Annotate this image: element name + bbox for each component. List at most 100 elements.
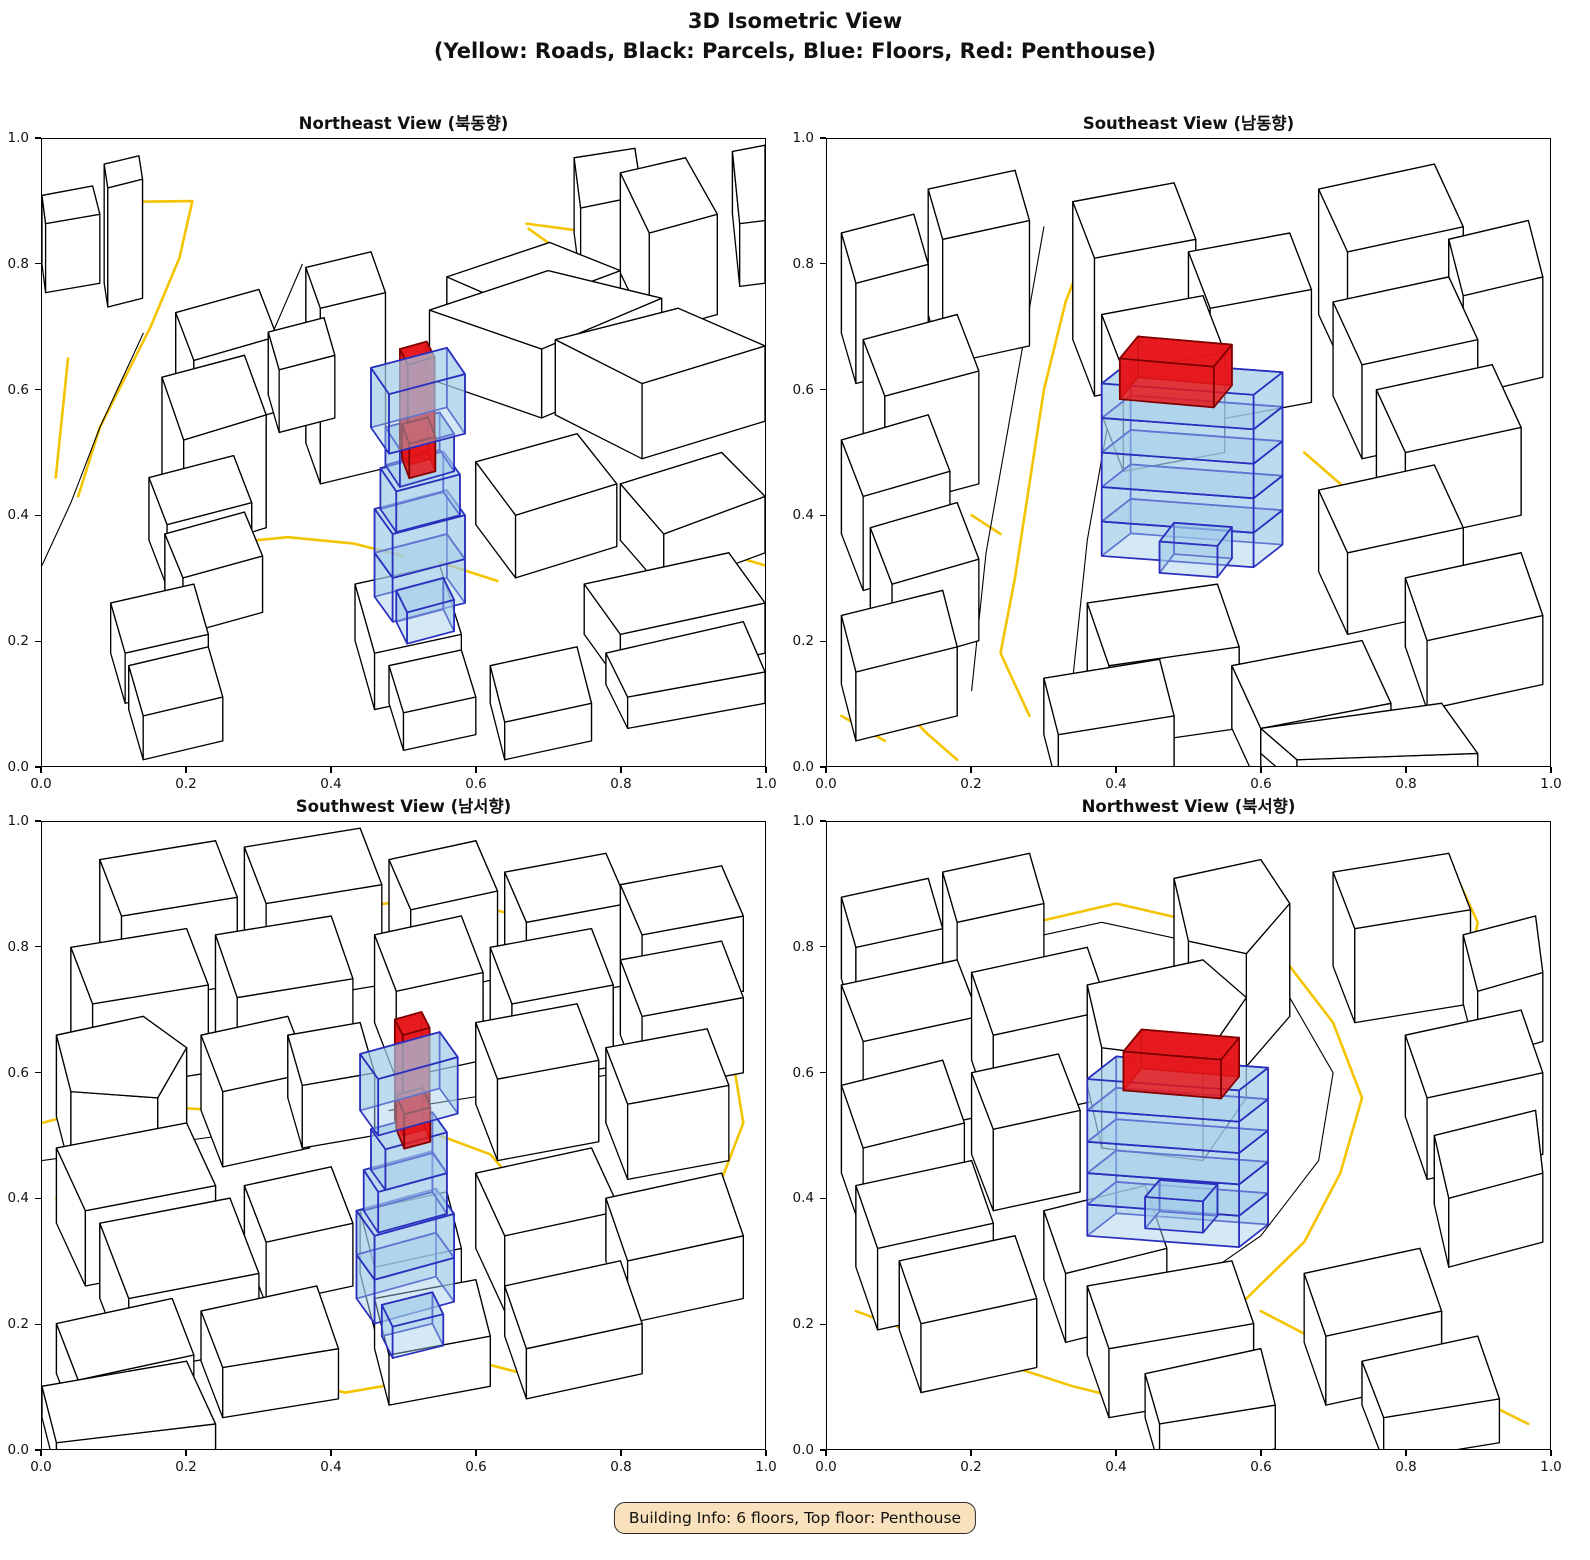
subplot-southwest: Southwest View (남서향) 0.0 0.2 0.4 0.6 0.8 1.0 … (8, 797, 777, 1475)
scene-shape (129, 647, 223, 716)
scene-shape (56, 1016, 186, 1098)
scene-shape (1261, 703, 1478, 759)
y-tick-label: 0.6 (7, 1064, 29, 1081)
scene-shape (476, 434, 617, 516)
scene-shape (1189, 233, 1312, 308)
scene-shape (1434, 1110, 1542, 1198)
y-tick-label: 0.6 (7, 381, 29, 398)
plot-area-northwest (826, 821, 1551, 1450)
y-tick-label: 0.4 (792, 507, 814, 524)
scene-shape (1304, 453, 1340, 484)
scene-shape (355, 565, 461, 653)
scene-shape (100, 1198, 259, 1298)
scene-shape (371, 348, 465, 394)
scene-shape (972, 515, 1001, 534)
subplot-northeast: Northeast View (북동향) 0.0 0.2 0.4 0.6 0.8 1.0 … (8, 114, 777, 792)
x-tick-label: 0.8 (1395, 776, 1417, 792)
scene-shape (71, 929, 208, 1004)
x-tick-mark (1405, 1450, 1407, 1456)
scene-shape (78, 201, 192, 496)
y-tick-label: 0.4 (7, 507, 29, 524)
scene-shape (899, 1236, 1036, 1324)
x-tick-mark (40, 1450, 42, 1456)
scene-shape (841, 214, 928, 283)
scene-shape (56, 1299, 193, 1381)
y-tick-label: 0.6 (792, 1064, 814, 1081)
x-tick-label: 1.0 (1540, 1459, 1562, 1475)
figure-title-line2: (Yellow: Roads, Black: Parcels, Blue: Fl… (433, 39, 1157, 64)
scene-shape (244, 828, 381, 903)
scene-shape (490, 647, 591, 722)
scene-shape (1333, 277, 1478, 365)
subplot-title-southwest: Southwest View (남서향) (295, 797, 512, 816)
x-tick-mark (765, 1450, 767, 1456)
y-tick-label: 0.6 (792, 381, 814, 398)
scene-shape (1145, 1349, 1275, 1424)
x-tick-label: 1.0 (755, 776, 777, 792)
scene-shape (42, 1361, 216, 1443)
scene-shape (382, 1292, 443, 1326)
y-tick-label: 0.0 (792, 1442, 814, 1458)
scene-shape (375, 490, 465, 534)
x-tick-label: 0.2 (960, 776, 982, 792)
y-tick-label: 1.0 (792, 813, 814, 829)
scene-shape (841, 1060, 964, 1148)
scene-shape (1449, 221, 1543, 296)
y-tick-label: 1.0 (7, 130, 29, 146)
y-tick-label: 0.4 (792, 1190, 814, 1207)
y-tick-label: 0.8 (792, 255, 814, 272)
scene-shape (1160, 523, 1232, 546)
scene-shape (1333, 853, 1470, 928)
scene-shape (396, 578, 454, 612)
x-tick-label: 0.6 (465, 776, 487, 792)
scene-shape (972, 1054, 1080, 1129)
scene-shape (620, 941, 743, 1016)
building-info-annotation: Building Info: 6 floors, Top floor: Pent… (613, 1502, 977, 1534)
scene-shape (928, 170, 1029, 239)
scene-shape (584, 553, 765, 635)
subplot-northwest: Northwest View (북서향) 0.0 0.2 0.4 0.6 0.8 1.0 … (793, 797, 1562, 1475)
x-tick-label: 0.0 (30, 776, 52, 792)
scene-shape (1405, 553, 1542, 641)
scene-shape (606, 1173, 743, 1261)
scene-shape (555, 308, 765, 383)
scene-shape (56, 358, 68, 477)
scene-shape (1362, 1336, 1499, 1418)
scene-shape (440, 562, 498, 581)
scene-shape (870, 503, 978, 585)
scene-shape (1355, 910, 1471, 1023)
scene-shape (1160, 542, 1218, 578)
scene-shape (1044, 659, 1174, 734)
scene-shape (1304, 1248, 1441, 1336)
x-tick-label: 0.6 (1250, 776, 1272, 792)
scene-shape (1008, 904, 1362, 1299)
y-tick-label: 0.0 (792, 759, 814, 775)
scene-shape (42, 186, 100, 224)
subplot-title-northwest: Northwest View (북서향) (1081, 797, 1296, 816)
scene-shape (389, 841, 497, 910)
plot-area-southeast (826, 138, 1551, 767)
x-tick-mark (620, 1450, 622, 1456)
y-axis-ticks: 0.0 0.2 0.4 0.6 0.8 1.0 (0, 130, 41, 775)
scene-shape (490, 929, 613, 1004)
scene-shape (1319, 164, 1464, 252)
x-tick-mark (765, 767, 767, 773)
scene-shape (1405, 1010, 1542, 1098)
x-tick-mark (1115, 1450, 1117, 1456)
y-tick-label: 0.2 (792, 1316, 814, 1333)
figure-title-line1: 3D Isometric View (687, 9, 903, 33)
scene-shape (360, 1032, 458, 1079)
scene-shape (740, 221, 765, 287)
scene-shape (505, 1261, 642, 1349)
scene-shape (165, 512, 263, 578)
x-tick-mark (1260, 767, 1262, 773)
x-tick-mark (475, 767, 477, 773)
scene-shape (986, 922, 1333, 1286)
scene-shape (1087, 584, 1239, 666)
y-tick-label: 1.0 (792, 130, 814, 146)
scene-shape (841, 590, 957, 672)
x-tick-mark (1405, 767, 1407, 773)
x-tick-label: 0.2 (175, 776, 197, 792)
scene-shape (1232, 641, 1391, 729)
scene-shape (1174, 860, 1290, 954)
